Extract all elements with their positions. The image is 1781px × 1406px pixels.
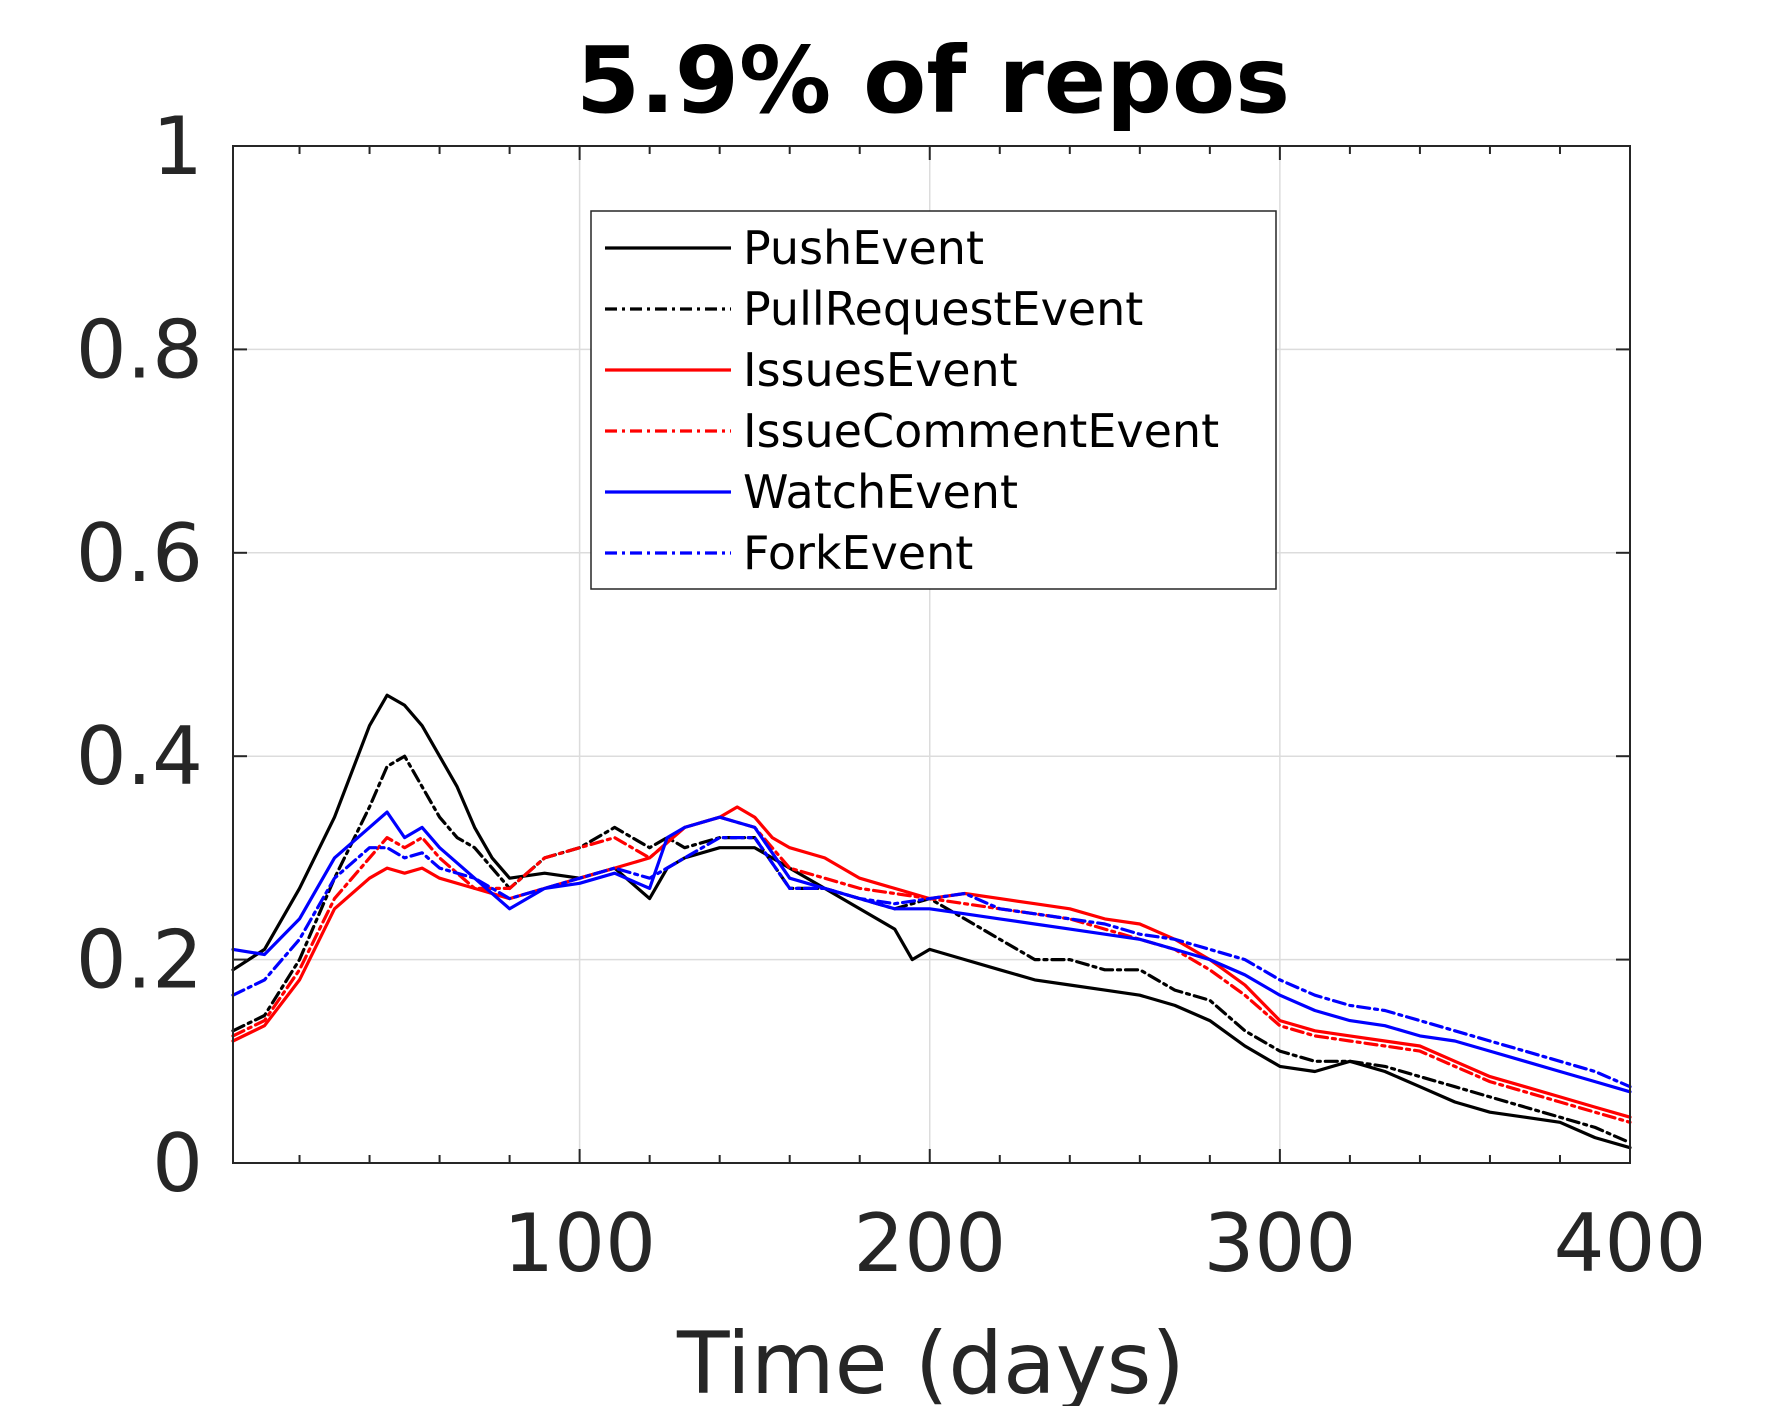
- series-line-pushevent: [231, 693, 1632, 1150]
- y-tick-label: 1: [152, 100, 203, 193]
- x-tick-label: 100: [503, 1197, 656, 1290]
- series-line-issuesevent: [231, 805, 1632, 1119]
- y-tick-label: 0: [152, 1117, 203, 1210]
- legend: PushEvent PullRequestEvent IssuesEvent Issu…: [590, 210, 1277, 590]
- legend-label: PullRequestEvent: [743, 282, 1143, 336]
- x-axis-label: Time (days): [676, 1314, 1185, 1406]
- legend-label: ForkEvent: [743, 526, 973, 580]
- ticks-layer: [233, 145, 1631, 1164]
- legend-box: [590, 210, 1277, 590]
- y-tick-label: 0.4: [76, 710, 203, 803]
- series-line-forkevent: [231, 836, 1632, 1089]
- y-tick-label: 0.2: [76, 914, 203, 1007]
- legend-label: WatchEvent: [743, 465, 1018, 519]
- chart-title: 5.9% of repos: [576, 27, 1290, 134]
- x-tick-label: 400: [1554, 1197, 1707, 1290]
- series-line-watchevent: [231, 810, 1632, 1094]
- x-tick-label: 300: [1204, 1197, 1357, 1290]
- plot-frame: [232, 145, 1631, 1164]
- x-tick-label: 200: [853, 1197, 1006, 1290]
- legend-label: PushEvent: [743, 221, 984, 275]
- series-layer: [231, 693, 1632, 1150]
- x-tick-labels: 100 200 300 400: [503, 1197, 1706, 1290]
- y-tick-labels: 0 0.2 0.4 0.6 0.8 1: [76, 100, 203, 1210]
- legend-label: IssuesEvent: [743, 343, 1018, 397]
- series-line-issuecommentevent: [231, 815, 1632, 1124]
- y-tick-label: 0.8: [76, 303, 203, 396]
- y-tick-label: 0.6: [76, 507, 203, 600]
- legend-entries: PushEvent PullRequestEvent IssuesEvent Issu…: [605, 221, 1219, 580]
- legend-label: IssueCommentEvent: [743, 404, 1219, 458]
